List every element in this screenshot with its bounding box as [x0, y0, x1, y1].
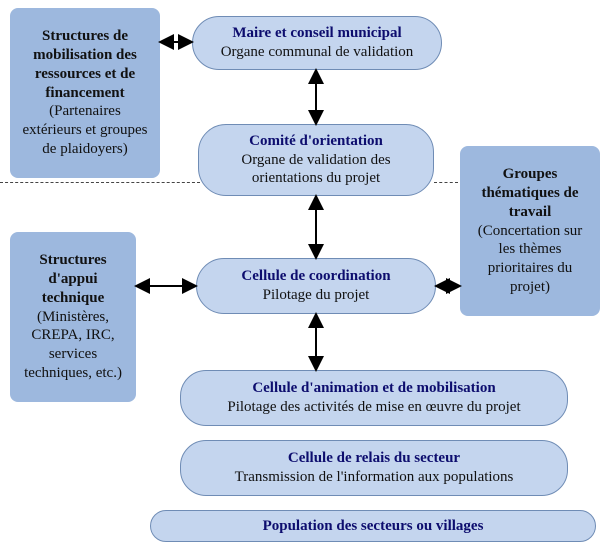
- node-appui-technique-title: Structures d'appui technique: [18, 251, 128, 307]
- node-mairie: Maire et conseil municipal Organe commun…: [192, 16, 442, 70]
- node-mobilisation-sub: (Partenaires extérieurs et groupes de pl…: [18, 102, 152, 158]
- node-comite-title: Comité d'orientation: [249, 132, 383, 151]
- node-relais: Cellule de relais du secteur Transmissio…: [180, 440, 568, 496]
- node-mobilisation: Structures de mobilisation des ressource…: [10, 8, 160, 178]
- node-groupes-thematiques-title: Groupes thématiques de travail: [468, 165, 592, 221]
- node-relais-sub: Transmission de l'information aux popula…: [235, 468, 514, 487]
- node-appui-technique: Structures d'appui technique (Ministères…: [10, 232, 136, 402]
- node-population-title: Population des secteurs ou villages: [263, 517, 484, 536]
- node-groupes-thematiques: Groupes thématiques de travail (Concerta…: [460, 146, 600, 316]
- dash-1: [434, 182, 458, 183]
- node-animation-sub: Pilotage des activités de mise en œuvre …: [227, 398, 520, 417]
- node-comite: Comité d'orientation Organe de validatio…: [198, 124, 434, 196]
- node-population: Population des secteurs ou villages: [150, 510, 596, 542]
- node-mobilisation-title: Structures de mobilisation des ressource…: [18, 27, 152, 102]
- node-animation-title: Cellule d'animation et de mobilisation: [252, 379, 495, 398]
- node-mairie-sub: Organe communal de validation: [221, 43, 414, 62]
- dash-0: [0, 182, 200, 183]
- node-groupes-thematiques-sub: (Concertation sur les thèmes prioritaire…: [468, 222, 592, 297]
- node-coordination-sub: Pilotage du projet: [263, 286, 370, 305]
- node-mairie-title: Maire et conseil municipal: [232, 24, 401, 43]
- node-coordination-title: Cellule de coordination: [241, 267, 390, 286]
- node-comite-sub: Organe de validation des orientations du…: [213, 151, 419, 189]
- node-appui-technique-sub: (Ministères, CREPA, IRC, services techni…: [18, 308, 128, 383]
- node-relais-title: Cellule de relais du secteur: [288, 449, 460, 468]
- node-animation: Cellule d'animation et de mobilisation P…: [180, 370, 568, 426]
- node-coordination: Cellule de coordination Pilotage du proj…: [196, 258, 436, 314]
